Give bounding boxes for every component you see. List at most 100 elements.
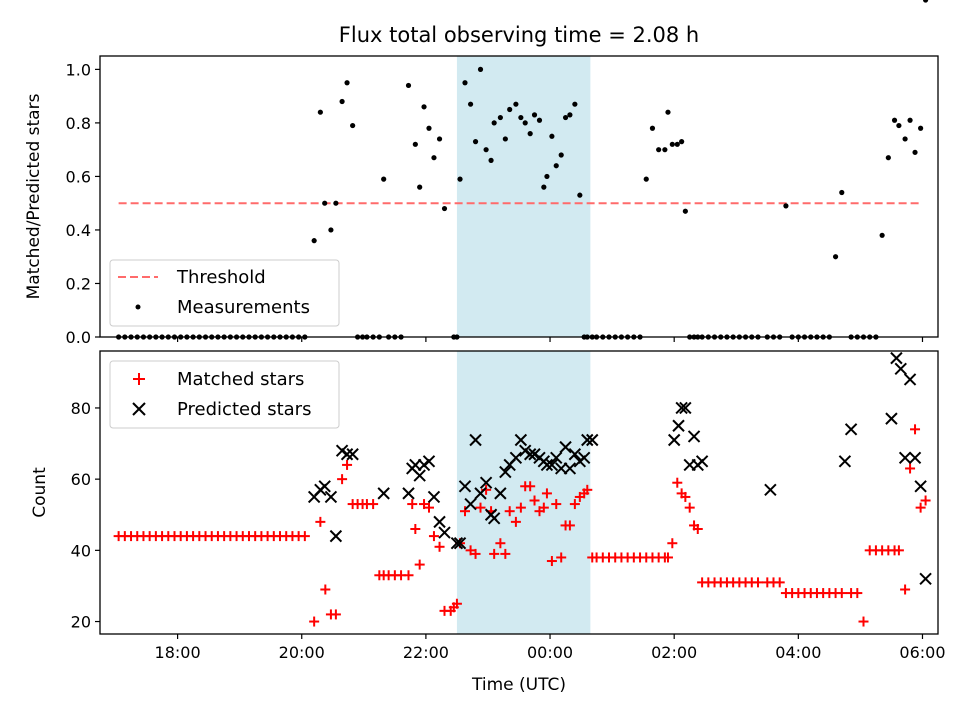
measurements-legend-swatch [135,304,141,310]
matched-star-point [672,477,683,488]
measurement-point [488,157,494,163]
predicted-star-point [885,412,898,425]
measurement-point [643,176,649,182]
measurement-point [902,136,908,142]
bottom-ylabel: Count [30,467,50,518]
matched-star-point [529,495,540,506]
measurement-point [922,0,929,3]
predicted-star-point [340,448,354,461]
matched-star-point [582,484,593,495]
predicted-star-point [563,462,577,475]
x-tick-label: 02:00 [651,643,697,662]
measurement-point [483,147,489,153]
measurement-point [912,149,918,155]
predicted-legend-label: Predicted stars [177,399,311,420]
measurement-point [885,155,891,161]
matched-star-point [337,474,348,485]
measurement-point [467,101,474,107]
matched-star-point [368,499,379,510]
predicted-star-point [427,490,441,504]
matched-star-point [403,570,414,581]
top-y-tick-label: 0.6 [66,167,91,186]
measurement-point [567,112,573,118]
top-y-tick-label: 0.4 [66,221,91,240]
matched-star-point [315,516,326,527]
predicted-star-point [586,433,599,447]
measurement-point [896,122,902,129]
measurement-point [328,227,334,233]
x-tick-label: 06:00 [899,643,945,662]
matched-star-point [504,506,515,517]
measurement-point [562,114,569,121]
matched-star-point [836,588,847,599]
measurement-point [513,101,519,107]
predicted-star-point [450,537,464,550]
bottom-legend: Matched stars Predicted stars [109,360,340,429]
predicted-star-point [464,497,477,511]
matched-star-point [434,541,445,552]
top-y-tick-label: 0.2 [66,274,91,293]
measurement-point [572,101,578,107]
bottom-panel: 18:00 20:00 22:00 00:00 02:00 04:00 06:00 20 40… [30,350,946,695]
matched-star-point [667,538,678,549]
measurement-point [472,139,479,145]
measurement-point [507,106,513,113]
predicted-star-point [494,487,507,500]
measurement-point [417,184,423,190]
bottom-y-tick-label: 60 [71,470,91,489]
measurement-point [558,152,564,158]
matched-star-point [858,616,869,627]
measurement-point [918,125,924,131]
predicted-star-point [914,480,927,493]
measurement-point [669,141,675,147]
predicted-star-point [453,537,467,550]
predicted-star-point [568,448,582,461]
predicted-star-point [324,490,338,504]
measurement-point [674,141,680,147]
chart-title: Flux total observing time = 2.08 h [339,23,699,47]
matched-star-point [428,531,439,542]
matched-star-point [541,488,552,499]
predicted-star-point [458,480,472,493]
matched-star-point [299,531,310,542]
matched-star-point [915,502,926,513]
predicted-legend-swatch [132,402,146,416]
predicted-star-point [695,455,709,468]
measurement-point [350,122,356,129]
bottom-y-tick-label: 20 [71,613,91,632]
top-y-tick-label: 0.8 [66,114,91,133]
predicted-star-point [433,515,446,529]
predicted-star-point [318,480,331,493]
matched-star-point [569,499,580,510]
measurement-point [431,155,437,161]
bottom-shaded-span [456,351,591,634]
measurement-point [412,141,418,147]
measurement-point [317,109,323,115]
measurement-point [333,200,339,206]
x-tick-label: 20:00 [279,643,325,662]
matched-legend-swatch [133,373,145,385]
predicted-star-point [838,455,852,468]
predicted-star-point [499,465,512,479]
predicted-star-point [474,487,487,500]
measurement-point [541,184,547,190]
predicted-star-point [679,401,692,415]
top-axes-frame [99,55,939,338]
predicted-star-point [919,572,932,586]
matched-star-point [320,584,331,595]
matched-star-point [423,502,434,513]
predicted-star-point [764,483,777,497]
matched-star-point [407,499,418,510]
predicted-star-point [413,469,426,482]
predicted-star-point [667,433,681,447]
measurement-point [339,98,345,105]
predicted-star-point [672,419,685,432]
measurement-point [405,82,412,89]
predicted-star-point [438,526,451,539]
predicted-star-point [894,362,907,376]
top-ylabel: Matched/Predicted stars [24,93,44,299]
measurement-point [477,66,484,72]
measurements-legend-label: Measurements [177,297,310,318]
top-y-tick-label: 1.0 [66,60,91,79]
matched-star-point [752,577,763,588]
